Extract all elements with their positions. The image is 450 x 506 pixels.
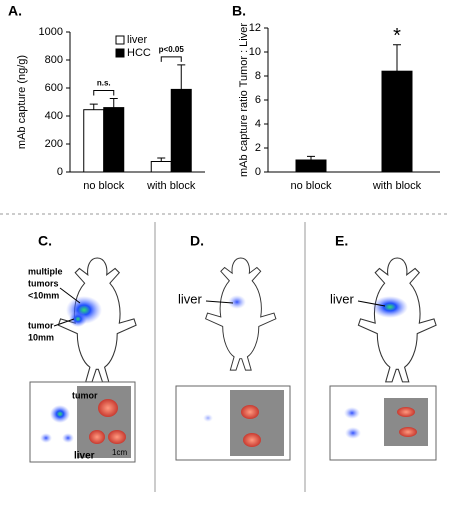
signal [62, 433, 74, 443]
y-axis-label: mAb capture ratio Tumor : Liver [238, 23, 250, 177]
bar [150, 161, 172, 173]
mouse-outline [357, 257, 437, 383]
organ [98, 399, 118, 417]
y-tick-label: 1000 [39, 26, 63, 38]
organ [243, 433, 261, 447]
callout: 10mm [28, 332, 54, 342]
legend-label: HCC [127, 47, 151, 59]
scale-label: 1cm [112, 448, 127, 457]
x-tick-label: no block [83, 180, 124, 192]
image-panels: C. D. E. multiple tumors <10mm tumor 10m… [0, 213, 450, 492]
error-bar [89, 103, 98, 110]
error-bar [109, 98, 118, 108]
organ [397, 407, 415, 417]
error-bar [393, 44, 401, 72]
y-tick-label: 0 [57, 166, 63, 178]
organ [108, 430, 126, 444]
callout: multiple [28, 266, 63, 276]
y-tick-label: 10 [249, 46, 261, 58]
x-tick-label: with block [146, 180, 196, 192]
signal [40, 433, 52, 443]
signal [345, 427, 361, 439]
bar [295, 159, 327, 173]
y-tick-label: 800 [45, 54, 63, 66]
signal [344, 407, 360, 419]
y-tick-label: 12 [249, 22, 261, 34]
organ [89, 430, 105, 444]
error-bar [177, 64, 186, 90]
panel-label: A. [8, 3, 22, 19]
annotation: n.s. [97, 79, 111, 88]
annotation: * [393, 25, 401, 47]
legend-swatch [115, 35, 125, 45]
error-bar [157, 157, 166, 162]
y-tick-label: 0 [255, 166, 261, 178]
panel-label: C. [38, 233, 52, 249]
bar [103, 107, 125, 173]
photo [230, 390, 284, 456]
y-tick-label: 4 [255, 118, 261, 130]
arrow [59, 287, 81, 304]
y-tick-label: 2 [255, 142, 261, 154]
callout: liver [330, 291, 355, 306]
arrow [357, 300, 386, 307]
y-tick-label: 8 [255, 70, 261, 82]
organ [399, 427, 417, 437]
callout: tumors [28, 278, 59, 288]
y-tick-label: 600 [45, 82, 63, 94]
bracket [160, 56, 182, 62]
signal [228, 295, 246, 309]
x-tick-label: no block [291, 180, 332, 192]
y-axis-label: mAb capture (ng/g) [16, 55, 28, 149]
signal [372, 296, 408, 318]
bar [83, 109, 105, 173]
x-tick-label: with block [372, 180, 422, 192]
signal [50, 405, 70, 423]
callout: liver [178, 291, 203, 306]
annotation: p<0.05 [159, 45, 185, 54]
callout: tumor [28, 320, 54, 330]
y-tick-label: 6 [255, 94, 261, 106]
callout: liver [74, 451, 95, 462]
legend-swatch [115, 48, 125, 58]
photo [77, 386, 131, 458]
mouse-outline [205, 257, 277, 371]
panel-label: E. [335, 233, 348, 249]
signal [69, 311, 87, 327]
arrow [205, 300, 234, 304]
y-tick-label: 200 [45, 138, 63, 150]
photo [384, 398, 428, 446]
organ [241, 405, 259, 419]
legend-label: liver [127, 34, 148, 46]
bar [170, 88, 192, 173]
error-bar [307, 155, 315, 160]
callout: tumor [72, 390, 98, 400]
panel-label: D. [190, 233, 204, 249]
callout: <10mm [28, 290, 59, 300]
arrow [53, 318, 75, 327]
signal [203, 414, 213, 422]
bracket [93, 90, 115, 96]
panel-label: B. [232, 3, 246, 19]
y-tick-label: 400 [45, 110, 63, 122]
bar [381, 70, 413, 173]
